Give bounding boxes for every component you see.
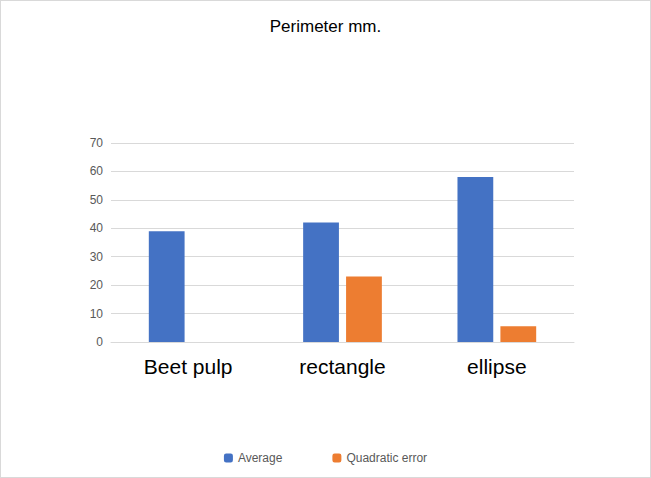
svg-text:Average: Average bbox=[238, 451, 283, 465]
svg-text:Perimeter mm.: Perimeter mm. bbox=[270, 17, 381, 36]
svg-text:Beet pulp: Beet pulp bbox=[144, 355, 233, 378]
svg-text:10: 10 bbox=[90, 307, 104, 321]
svg-text:50: 50 bbox=[90, 193, 104, 207]
svg-text:rectangle: rectangle bbox=[299, 355, 385, 378]
svg-text:60: 60 bbox=[90, 164, 104, 178]
svg-text:70: 70 bbox=[90, 136, 104, 150]
svg-text:40: 40 bbox=[90, 221, 104, 235]
svg-text:0: 0 bbox=[96, 335, 103, 349]
svg-text:Quadratic error: Quadratic error bbox=[346, 451, 427, 465]
svg-text:ellipse: ellipse bbox=[467, 355, 527, 378]
svg-text:20: 20 bbox=[90, 278, 104, 292]
svg-text:30: 30 bbox=[90, 250, 104, 264]
